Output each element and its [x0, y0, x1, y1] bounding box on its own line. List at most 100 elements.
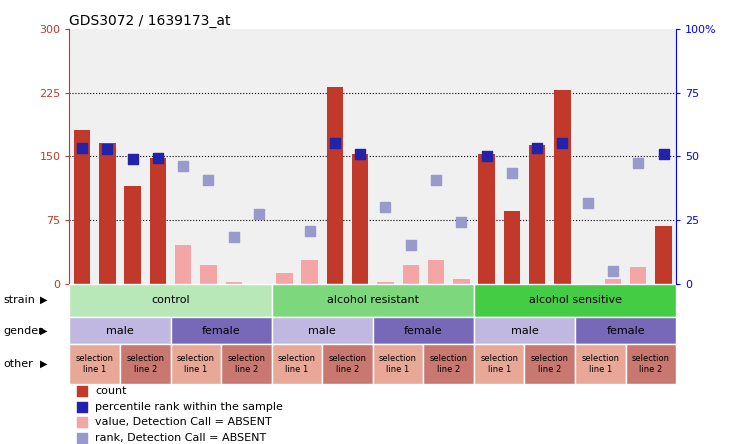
- Point: [658, 150, 670, 157]
- Text: control: control: [151, 295, 190, 305]
- Text: selection
line 1: selection line 1: [581, 354, 619, 373]
- Text: selection
line 2: selection line 2: [531, 354, 569, 373]
- Text: selection
line 1: selection line 1: [76, 354, 114, 373]
- Bar: [529, 145, 545, 284]
- Bar: [170, 344, 221, 384]
- Point: [355, 151, 366, 158]
- Bar: [272, 284, 474, 317]
- Bar: [474, 284, 676, 317]
- Point: [76, 144, 88, 151]
- Bar: [605, 279, 621, 284]
- Text: female: female: [404, 325, 443, 336]
- Point: [582, 199, 594, 206]
- Text: other: other: [4, 359, 34, 369]
- Point: [76, 403, 88, 410]
- Bar: [226, 282, 242, 284]
- Bar: [272, 317, 373, 344]
- Bar: [423, 344, 474, 384]
- Text: selection
line 2: selection line 2: [328, 354, 366, 373]
- Bar: [301, 260, 318, 284]
- Point: [455, 219, 467, 226]
- Point: [178, 163, 189, 170]
- Text: gender: gender: [4, 325, 43, 336]
- Point: [304, 227, 316, 234]
- Text: selection
line 2: selection line 2: [126, 354, 164, 373]
- Bar: [327, 87, 343, 284]
- Bar: [474, 317, 575, 344]
- Point: [481, 153, 493, 160]
- Point: [506, 170, 518, 177]
- Bar: [453, 279, 469, 284]
- Text: male: male: [308, 325, 336, 336]
- Bar: [554, 90, 571, 284]
- Bar: [322, 344, 373, 384]
- Point: [329, 140, 341, 147]
- Point: [632, 159, 644, 166]
- Bar: [655, 226, 672, 284]
- Text: rank, Detection Call = ABSENT: rank, Detection Call = ABSENT: [95, 433, 266, 443]
- Point: [253, 210, 265, 218]
- Bar: [124, 186, 141, 284]
- Bar: [428, 260, 444, 284]
- Bar: [69, 344, 120, 384]
- Text: ▶: ▶: [40, 359, 48, 369]
- Text: selection
line 1: selection line 1: [480, 354, 518, 373]
- Text: selection
line 1: selection line 1: [278, 354, 316, 373]
- Bar: [377, 282, 394, 284]
- Bar: [74, 130, 91, 284]
- Text: ▶: ▶: [40, 295, 48, 305]
- Point: [405, 242, 417, 249]
- Bar: [69, 284, 272, 317]
- Bar: [373, 317, 474, 344]
- Point: [126, 155, 138, 163]
- Text: GDS3072 / 1639173_at: GDS3072 / 1639173_at: [69, 14, 231, 28]
- Text: ▶: ▶: [40, 325, 48, 336]
- Text: count: count: [95, 386, 126, 396]
- Text: percentile rank within the sample: percentile rank within the sample: [95, 402, 283, 412]
- Bar: [474, 344, 525, 384]
- Bar: [200, 265, 216, 284]
- Text: female: female: [202, 325, 240, 336]
- Bar: [170, 317, 272, 344]
- Point: [102, 146, 113, 153]
- Bar: [221, 344, 272, 384]
- Bar: [272, 344, 322, 384]
- Text: value, Detection Call = ABSENT: value, Detection Call = ABSENT: [95, 417, 272, 427]
- Bar: [575, 344, 626, 384]
- Text: male: male: [106, 325, 134, 336]
- Bar: [626, 344, 676, 384]
- Text: female: female: [606, 325, 645, 336]
- Point: [76, 388, 88, 395]
- Point: [531, 144, 543, 151]
- Bar: [575, 317, 676, 344]
- Point: [430, 176, 442, 183]
- Bar: [504, 211, 520, 284]
- Point: [76, 419, 88, 426]
- Bar: [69, 317, 170, 344]
- Text: selection
line 2: selection line 2: [430, 354, 468, 373]
- Bar: [630, 266, 646, 284]
- Text: alcohol sensitive: alcohol sensitive: [529, 295, 621, 305]
- Text: alcohol resistant: alcohol resistant: [327, 295, 419, 305]
- Point: [228, 233, 240, 240]
- Bar: [478, 155, 495, 284]
- Point: [556, 140, 568, 147]
- Point: [76, 434, 88, 441]
- Bar: [120, 344, 170, 384]
- Text: male: male: [511, 325, 538, 336]
- Bar: [99, 143, 115, 284]
- Text: strain: strain: [4, 295, 36, 305]
- Bar: [150, 158, 166, 284]
- Point: [607, 267, 619, 274]
- Bar: [524, 344, 575, 384]
- Text: selection
line 1: selection line 1: [177, 354, 215, 373]
- Point: [379, 204, 391, 211]
- Bar: [352, 155, 368, 284]
- Bar: [403, 265, 419, 284]
- Bar: [373, 344, 423, 384]
- Bar: [276, 274, 292, 284]
- Text: selection
line 2: selection line 2: [632, 354, 670, 373]
- Text: selection
line 2: selection line 2: [227, 354, 265, 373]
- Bar: [175, 246, 192, 284]
- Point: [202, 176, 214, 183]
